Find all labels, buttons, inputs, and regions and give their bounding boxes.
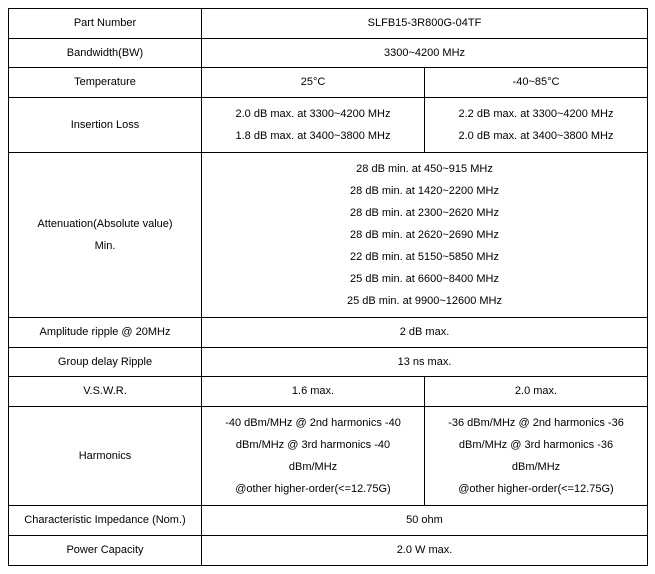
label-attenuation: Attenuation(Absolute value) Min. [9, 153, 202, 318]
table-row: Part Number SLFB15-3R800G-04TF [9, 9, 648, 39]
harm-c1-l3: dBm/MHz [289, 461, 337, 473]
il-c2-l2: 2.0 dB max. at 3400~3800 MHz [458, 130, 613, 142]
atten-label-l2: Min. [95, 240, 116, 252]
atten-l7: 25 dB min. at 9900~12600 MHz [347, 295, 502, 307]
value-group-delay: 13 ns max. [202, 347, 648, 377]
label-temperature: Temperature [9, 68, 202, 98]
value-attenuation: 28 dB min. at 450~915 MHz 28 dB min. at … [202, 153, 648, 318]
value-temp-range: -40~85°C [425, 68, 648, 98]
table-row: Bandwidth(BW) 3300~4200 MHz [9, 38, 648, 68]
table-row: Group delay Ripple 13 ns max. [9, 347, 648, 377]
value-temp-25: 25°C [202, 68, 425, 98]
atten-label-l1: Attenuation(Absolute value) [37, 218, 172, 230]
table-row: Harmonics -40 dBm/MHz @ 2nd harmonics -4… [9, 407, 648, 506]
harm-c1-l1: -40 dBm/MHz @ 2nd harmonics -40 [225, 417, 401, 429]
table-row: Attenuation(Absolute value) Min. 28 dB m… [9, 153, 648, 318]
label-harmonics: Harmonics [9, 407, 202, 506]
il-c1-l2: 1.8 dB max. at 3400~3800 MHz [235, 130, 390, 142]
value-impedance: 50 ohm [202, 506, 648, 536]
label-amplitude-ripple: Amplitude ripple @ 20MHz [9, 318, 202, 348]
label-group-delay: Group delay Ripple [9, 347, 202, 377]
value-insertion-loss-range: 2.2 dB max. at 3300~4200 MHz 2.0 dB max.… [425, 98, 648, 153]
atten-l1: 28 dB min. at 450~915 MHz [356, 163, 493, 175]
value-part-number: SLFB15-3R800G-04TF [202, 9, 648, 39]
atten-l5: 22 dB min. at 5150~5850 MHz [350, 251, 499, 263]
harm-c1-l2: dBm/MHz @ 3rd harmonics -40 [236, 439, 390, 451]
value-power: 2.0 W max. [202, 535, 648, 565]
il-c2-l1: 2.2 dB max. at 3300~4200 MHz [458, 108, 613, 120]
label-part-number: Part Number [9, 9, 202, 39]
label-power: Power Capacity [9, 535, 202, 565]
value-vswr-range: 2.0 max. [425, 377, 648, 407]
table-row: Insertion Loss 2.0 dB max. at 3300~4200 … [9, 98, 648, 153]
table-row: Characteristic Impedance (Nom.) 50 ohm [9, 506, 648, 536]
table-row: Temperature 25°C -40~85°C [9, 68, 648, 98]
spec-table: Part Number SLFB15-3R800G-04TF Bandwidth… [8, 8, 648, 566]
value-insertion-loss-25: 2.0 dB max. at 3300~4200 MHz 1.8 dB max.… [202, 98, 425, 153]
harm-c1-l4: @other higher-order(<=12.75G) [235, 483, 390, 495]
table-row: Amplitude ripple @ 20MHz 2 dB max. [9, 318, 648, 348]
value-harmonics-range: -36 dBm/MHz @ 2nd harmonics -36 dBm/MHz … [425, 407, 648, 506]
atten-l3: 28 dB min. at 2300~2620 MHz [350, 207, 499, 219]
il-c1-l1: 2.0 dB max. at 3300~4200 MHz [235, 108, 390, 120]
atten-l2: 28 dB min. at 1420~2200 MHz [350, 185, 499, 197]
value-amplitude-ripple: 2 dB max. [202, 318, 648, 348]
label-insertion-loss: Insertion Loss [9, 98, 202, 153]
label-vswr: V.S.W.R. [9, 377, 202, 407]
label-bandwidth: Bandwidth(BW) [9, 38, 202, 68]
harm-c2-l1: -36 dBm/MHz @ 2nd harmonics -36 [448, 417, 624, 429]
atten-l4: 28 dB min. at 2620~2690 MHz [350, 229, 499, 241]
value-vswr-25: 1.6 max. [202, 377, 425, 407]
atten-l6: 25 dB min. at 6600~8400 MHz [350, 273, 499, 285]
value-bandwidth: 3300~4200 MHz [202, 38, 648, 68]
harm-c2-l3: dBm/MHz [512, 461, 560, 473]
value-harmonics-25: -40 dBm/MHz @ 2nd harmonics -40 dBm/MHz … [202, 407, 425, 506]
harm-c2-l2: dBm/MHz @ 3rd harmonics -36 [459, 439, 613, 451]
table-row: Power Capacity 2.0 W max. [9, 535, 648, 565]
table-row: V.S.W.R. 1.6 max. 2.0 max. [9, 377, 648, 407]
harm-c2-l4: @other higher-order(<=12.75G) [458, 483, 613, 495]
label-impedance: Characteristic Impedance (Nom.) [9, 506, 202, 536]
